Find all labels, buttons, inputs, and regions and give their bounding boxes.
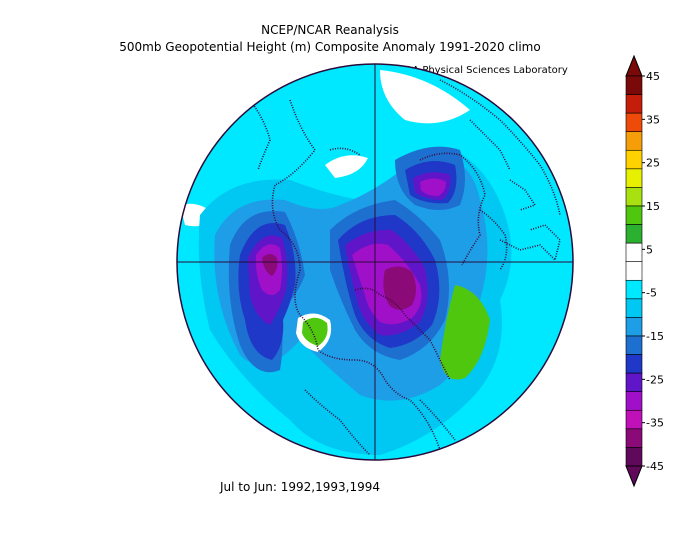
colorbar-swatch — [625, 94, 643, 114]
period-label: Jul to Jun: 1992,1993,1994 — [219, 480, 380, 494]
colorbar-swatch — [625, 372, 643, 393]
colorbar-swatch — [625, 279, 643, 300]
colorbar-swatch — [625, 354, 643, 374]
colorbar-tick-label: -45 — [646, 460, 664, 473]
colorbar-swatch — [625, 187, 643, 207]
map-title: NCEP/NCAR Reanalysis — [261, 23, 399, 37]
positive-anomaly-atlantic — [440, 285, 490, 380]
colorbar-arrow-bottom — [625, 465, 643, 488]
colorbar-swatch — [625, 205, 643, 225]
colorbar-swatch — [625, 224, 643, 244]
colorbar-swatch — [625, 149, 643, 170]
colorbar-tick-label: 25 — [646, 157, 660, 170]
map-subtitle: 500mb Geopotential Height (m) Composite … — [119, 40, 541, 54]
colorbar: 45 35 25 15 5 -5 -15 -25 -35 -45 — [625, 54, 664, 488]
anomaly-band-40-west — [262, 254, 278, 276]
colorbar-swatch — [625, 75, 643, 95]
anomaly-band-35-north — [420, 178, 446, 196]
colorbar-swatch — [625, 168, 643, 188]
colorbar-tick-label: -35 — [646, 417, 664, 430]
colorbar-tick-label: 45 — [646, 70, 660, 83]
graticule — [177, 64, 573, 460]
colorbar-swatch — [625, 447, 643, 467]
colorbar-swatch — [625, 428, 643, 448]
colorbar-tick-label: 5 — [646, 243, 653, 256]
colorbar-swatch — [625, 261, 643, 281]
colorbar-swatch — [625, 409, 643, 430]
colorbar-tick-label: -25 — [646, 373, 664, 386]
colorbar-swatch — [625, 317, 643, 337]
anomaly-band-40-core — [383, 266, 416, 310]
colorbar-swatch — [625, 112, 643, 133]
colorbar-tick-label: -5 — [646, 287, 657, 300]
colorbar-swatch — [625, 131, 643, 151]
positive-anomaly-pacific — [302, 317, 328, 346]
colorbar-tick-label: -15 — [646, 330, 664, 343]
globe-border — [176, 63, 574, 461]
neutral-region-pole — [325, 155, 368, 178]
colorbar-swatch — [625, 391, 643, 411]
neutral-region-north — [380, 70, 470, 124]
colorbar-swatch — [625, 298, 643, 318]
colorbar-swatch — [625, 335, 643, 355]
coastlines — [249, 79, 561, 456]
colorbar-arrow-top — [625, 54, 643, 77]
colorbar-tick-label: 35 — [646, 113, 660, 126]
colorbar-tick-label: 15 — [646, 200, 660, 213]
colorbar-swatch — [625, 242, 643, 263]
